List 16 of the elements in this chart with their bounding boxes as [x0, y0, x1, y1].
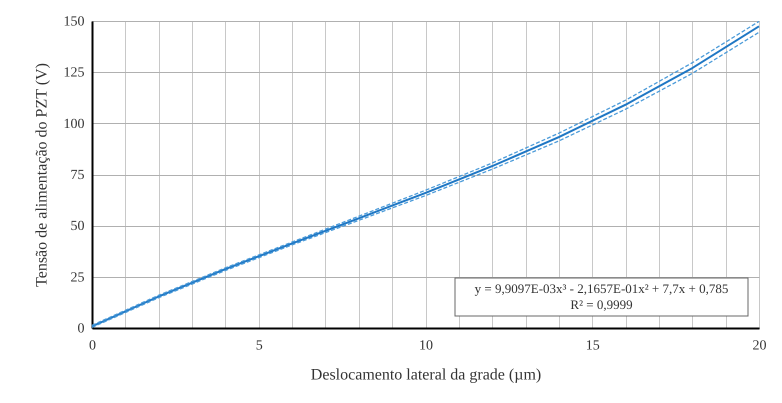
- y-tick-label: 75: [70, 168, 84, 183]
- y-tick-label: 100: [64, 116, 84, 132]
- y-axis-title: Tensão de alimentação do PZT (V): [34, 63, 50, 287]
- x-tick-label: 5: [256, 338, 263, 354]
- x-tick-label: 10: [419, 338, 433, 354]
- y-tick-label: 125: [64, 66, 84, 81]
- x-tick-label: 0: [89, 338, 96, 354]
- y-tick-label: 50: [70, 219, 84, 234]
- y-tick-label: 25: [70, 270, 84, 286]
- annotation: y = 9,9097E-03x³ - 2,1657E-01x² + 7,7x + 0,785: [474, 281, 728, 296]
- annotation: R² = 0,9999: [570, 297, 633, 312]
- x-tick-label: 15: [586, 338, 600, 354]
- x-tick-label: 20: [752, 338, 766, 354]
- y-tick-label: 0: [78, 322, 84, 336]
- x-axis-title: Deslocamento lateral da grade (µm): [310, 366, 542, 384]
- y-tick-label: 150: [64, 14, 84, 30]
